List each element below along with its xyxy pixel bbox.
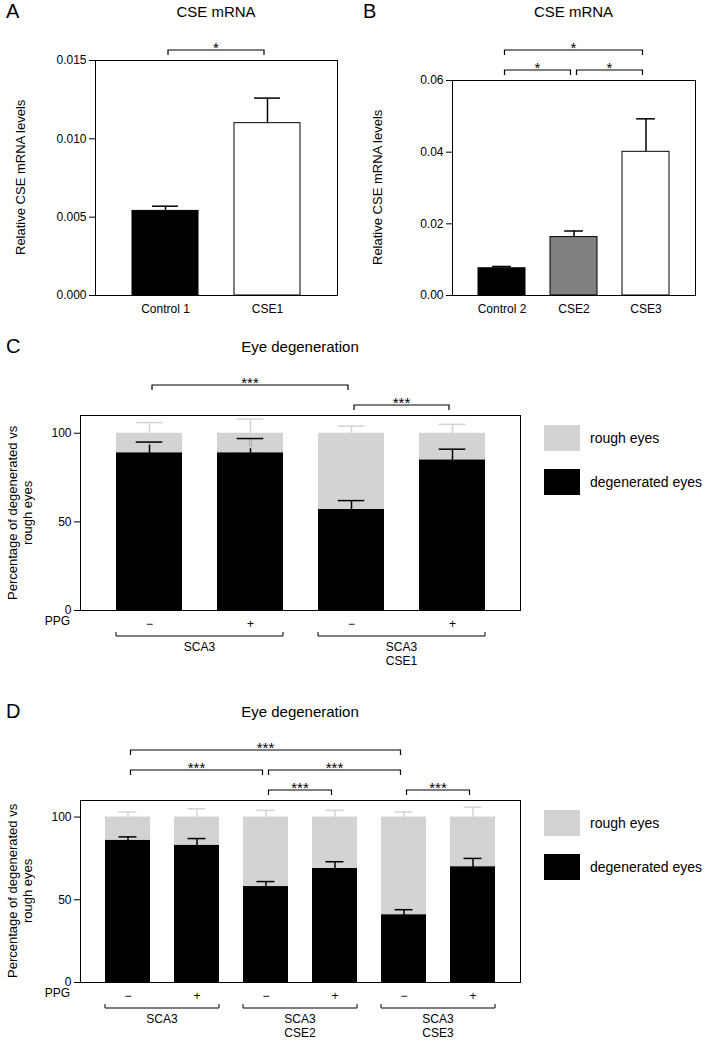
svg-text:0.02: 0.02 xyxy=(420,217,444,231)
html-text:C: C xyxy=(6,335,21,357)
svg-text:CSE2: CSE2 xyxy=(558,302,590,316)
svg-text:+: + xyxy=(469,989,476,1003)
svg-text:SCA3: SCA3 xyxy=(146,1012,178,1026)
svg-text:0.06: 0.06 xyxy=(420,73,444,87)
svg-text:0.000: 0.000 xyxy=(56,288,86,302)
svg-text:*: * xyxy=(535,59,541,76)
html-text:CSE mRNA: CSE mRNA xyxy=(533,3,614,20)
svg-text:***: *** xyxy=(393,394,411,411)
html-text:B: B xyxy=(363,0,377,22)
svg-text:*: * xyxy=(607,59,613,76)
html-text:Percentage of degenerated vs r: Percentage of degenerated vs rough eyes xyxy=(5,425,35,600)
svg-text:Control 1: Control 1 xyxy=(141,302,190,316)
svg-text:0.010: 0.010 xyxy=(56,132,86,146)
svg-text:0: 0 xyxy=(64,603,72,618)
html-text:Eye degeneration: Eye degeneration xyxy=(241,703,359,720)
html-text:rough eyes: rough eyes xyxy=(590,430,660,446)
svg-text:+: + xyxy=(331,989,338,1003)
svg-text:SCA3CSE3: SCA3CSE3 xyxy=(422,1012,454,1040)
svg-text:100: 100 xyxy=(51,426,71,440)
svg-text:−: − xyxy=(348,617,355,631)
svg-text:SCA3CSE1: SCA3CSE1 xyxy=(386,640,418,668)
svg-text:0.04: 0.04 xyxy=(420,145,444,159)
svg-text:SCA3: SCA3 xyxy=(184,640,216,654)
svg-text:***: *** xyxy=(241,374,259,391)
svg-text:+: + xyxy=(247,617,254,631)
html-text:Relative CSE mRNA levels: Relative CSE mRNA levels xyxy=(12,99,28,256)
html-text:CSE mRNA: CSE mRNA xyxy=(176,3,256,20)
svg-text:PPG: PPG xyxy=(45,986,70,1000)
svg-text:SCA3CSE2: SCA3CSE2 xyxy=(284,1012,316,1040)
html-text:A: A xyxy=(6,0,20,22)
svg-text:+: + xyxy=(193,989,200,1003)
svg-text:*: * xyxy=(213,39,219,56)
html-text:D: D xyxy=(6,700,21,722)
html-text:degenerated eyes: degenerated eyes xyxy=(590,859,703,875)
svg-text:−: − xyxy=(400,989,407,1003)
html-text:rough eyes: rough eyes xyxy=(590,815,660,831)
svg-text:***: *** xyxy=(257,739,275,756)
html-text:Percentage of degenerated vs r: Percentage of degenerated vs rough eyes xyxy=(5,803,35,979)
svg-text:*: * xyxy=(571,39,577,56)
html-text:degenerated eyes: degenerated eyes xyxy=(590,474,703,490)
svg-text:0.015: 0.015 xyxy=(56,53,86,67)
svg-text:Control 2: Control 2 xyxy=(478,302,527,316)
svg-text:***: *** xyxy=(326,759,344,776)
html-text:Eye degeneration: Eye degeneration xyxy=(241,338,359,355)
svg-text:0.005: 0.005 xyxy=(56,210,86,224)
svg-text:CSE1: CSE1 xyxy=(252,302,284,316)
svg-text:−: − xyxy=(262,989,269,1003)
html-text:Relative CSE mRNA levels: Relative CSE mRNA levels xyxy=(369,109,385,266)
svg-text:0: 0 xyxy=(64,975,72,990)
svg-text:***: *** xyxy=(188,759,206,776)
svg-text:−: − xyxy=(146,617,153,631)
svg-text:CSE3: CSE3 xyxy=(630,302,662,316)
svg-text:−: − xyxy=(124,989,131,1003)
svg-text:PPG: PPG xyxy=(45,614,70,628)
svg-text:50: 50 xyxy=(58,515,72,529)
svg-text:***: *** xyxy=(429,779,447,796)
svg-text:***: *** xyxy=(291,779,309,796)
svg-text:100: 100 xyxy=(51,810,71,824)
svg-text:+: + xyxy=(449,617,456,631)
svg-text:0.00: 0.00 xyxy=(420,288,444,302)
svg-text:50: 50 xyxy=(58,893,72,907)
